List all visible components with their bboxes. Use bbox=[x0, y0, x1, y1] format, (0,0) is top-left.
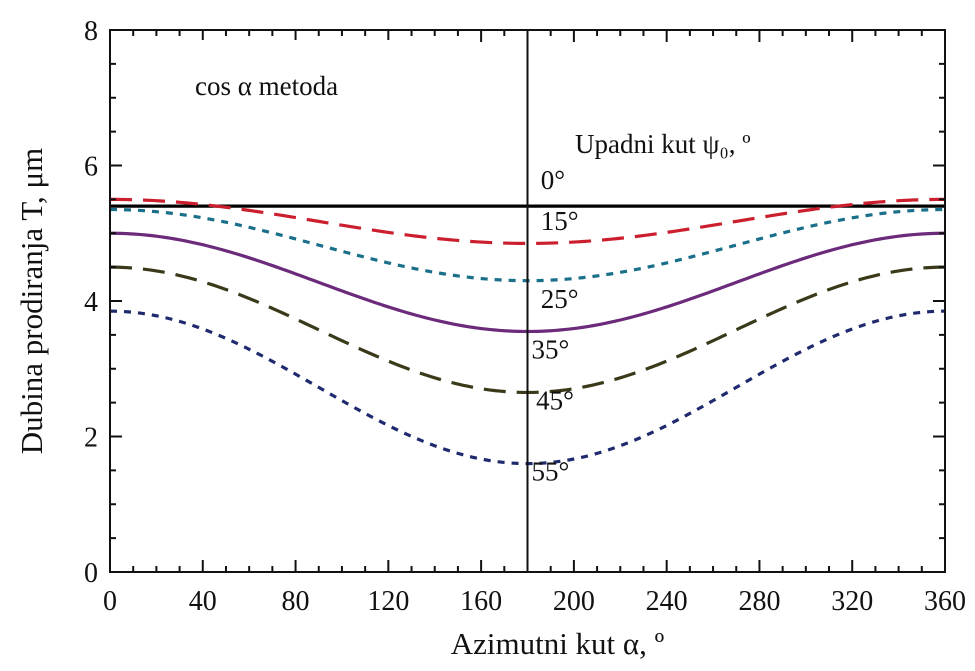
x-tick-label: 200 bbox=[553, 586, 595, 617]
x-tick-label: 360 bbox=[924, 586, 966, 617]
annotation-text: cos α metoda bbox=[195, 71, 338, 101]
y-tick-label: 8 bbox=[84, 16, 98, 47]
series-label-2: 25° bbox=[541, 284, 579, 314]
series-line-1 bbox=[109, 197, 946, 246]
x-tick-label: 240 bbox=[646, 586, 688, 617]
x-tick-label: 320 bbox=[831, 586, 873, 617]
series-label-0: 0° bbox=[541, 165, 565, 195]
x-tick-label: 120 bbox=[367, 586, 409, 617]
series-label-3: 35° bbox=[532, 335, 570, 365]
x-tick-label: 0 bbox=[103, 586, 117, 617]
legend-title: Upadni kut ψ₀, º bbox=[575, 129, 751, 159]
y-tick-label: 2 bbox=[84, 423, 98, 454]
x-tick-label: 80 bbox=[282, 586, 310, 617]
annotation-box bbox=[150, 40, 390, 125]
y-tick-label: 0 bbox=[84, 558, 98, 589]
series-label-5: 55° bbox=[532, 457, 570, 487]
x-tick-label: 40 bbox=[189, 586, 217, 617]
x-tick-label: 160 bbox=[460, 586, 502, 617]
y-axis-title: Dubina prodiranja T, μm bbox=[14, 148, 49, 454]
series-label-4: 45° bbox=[536, 385, 574, 415]
x-tick-label: 280 bbox=[738, 586, 780, 617]
y-tick-label: 6 bbox=[84, 152, 98, 183]
series-label-1: 15° bbox=[541, 206, 579, 236]
x-axis-title: Azimutni kut α, º bbox=[451, 626, 665, 661]
y-tick-label: 4 bbox=[84, 287, 98, 318]
